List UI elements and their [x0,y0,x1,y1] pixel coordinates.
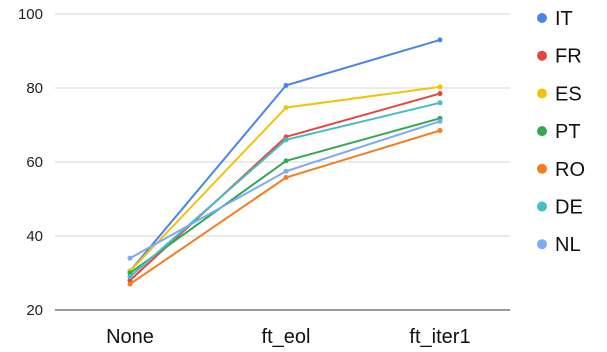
legend-item-pt: PT [537,121,581,143]
data-point [437,118,443,124]
legend-label: PT [555,121,581,143]
legend-label: DE [555,197,583,219]
legend-item-it: IT [537,8,573,30]
y-tick-label: 60 [26,154,43,171]
y-tick-label: 20 [26,302,43,319]
legend-marker [537,13,547,23]
data-point [437,37,443,43]
data-point [283,82,289,88]
data-point [283,105,289,111]
data-point [283,137,289,143]
x-tick-label: ft_eol [262,326,311,348]
legend-item-nl: NL [537,234,581,256]
y-axis-ticks: 20 40 60 80 100 [18,6,43,319]
legend-label: ES [555,83,582,105]
legend-item-fr: FR [537,46,582,68]
data-point [283,168,289,174]
legend-item-es: ES [537,83,582,105]
series-fr [127,91,443,283]
series-ro [127,128,443,287]
data-point [283,158,289,164]
data-point [437,100,443,106]
grid [55,13,510,311]
legend-marker [537,163,547,174]
legend-marker [537,201,547,212]
legend: IT FR ES PT RO DE NL [537,8,585,256]
legend-label: IT [555,8,573,30]
data-point [127,281,133,287]
legend-label: FR [555,46,582,68]
legend-item-de: DE [537,197,583,219]
data-point [127,274,133,280]
series-group [127,37,443,287]
series-nl [127,118,443,261]
y-tick-label: 80 [26,80,43,97]
legend-item-ro: RO [537,159,585,181]
data-point [437,128,443,134]
data-point [437,84,443,90]
series-line [129,129,441,285]
legend-label: RO [555,159,585,181]
data-point [127,270,133,276]
legend-marker [537,88,547,99]
data-point [127,255,133,261]
data-point [437,91,443,97]
legend-marker [537,50,547,61]
y-tick-label: 40 [26,228,43,245]
data-point [127,277,133,283]
legend-marker [537,126,547,137]
x-axis-ticks: None ft_eol ft_iter1 [106,326,470,348]
x-tick-label: None [106,326,154,348]
data-point [283,175,289,181]
series-de [127,100,443,280]
legend-marker [537,239,547,250]
legend-label: NL [555,234,581,256]
y-tick-label: 100 [18,6,43,23]
series-line [129,101,441,278]
x-tick-label: ft_iter1 [409,326,470,348]
